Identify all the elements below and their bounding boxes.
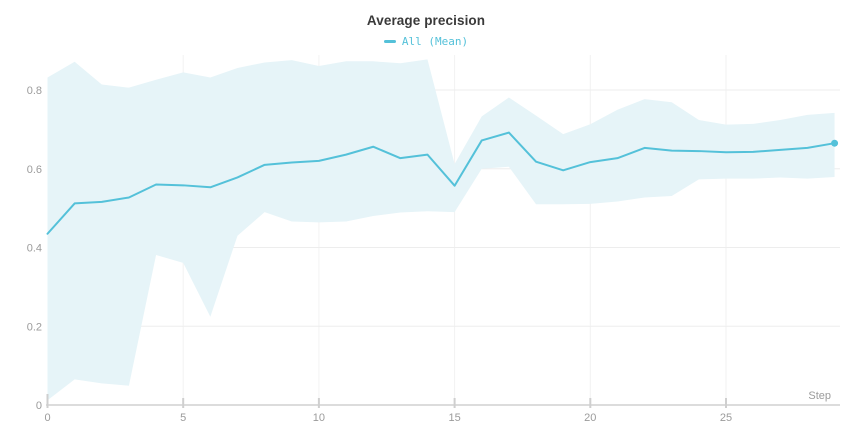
legend-label: All (Mean) xyxy=(401,35,469,48)
legend-item-all-mean[interactable]: All (Mean) xyxy=(383,35,469,48)
y-tick-label: 0.4 xyxy=(27,243,42,255)
confidence-band xyxy=(47,59,835,401)
x-tick-label: 25 xyxy=(720,412,732,424)
x-tick-label: 15 xyxy=(448,412,460,424)
x-axis-title: Step xyxy=(808,390,831,402)
y-tick-label: 0.8 xyxy=(27,85,42,97)
y-tick-label: 0.2 xyxy=(27,321,42,333)
x-tick-label: 20 xyxy=(584,412,596,424)
x-tick-label: 5 xyxy=(180,412,186,424)
x-tick-label: 0 xyxy=(44,412,50,424)
y-tick-label: 0.6 xyxy=(27,164,42,176)
chart-title: Average precision xyxy=(366,13,486,28)
mean-line[interactable] xyxy=(46,131,836,235)
last-point-marker[interactable] xyxy=(831,139,839,147)
legend-line-swatch xyxy=(383,40,396,43)
legend: All (Mean) xyxy=(0,35,852,48)
y-tick-label: 0 xyxy=(36,400,42,412)
x-tick-label: 10 xyxy=(313,412,325,424)
